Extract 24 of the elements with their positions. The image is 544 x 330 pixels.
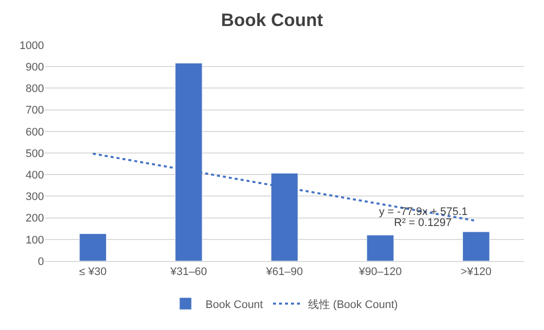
x-tick-label: ¥31–60 [169, 266, 208, 278]
y-tick-label: 400 [26, 169, 44, 182]
y-tick-label: 100 [26, 234, 44, 246]
bar [366, 234, 394, 261]
annotation: R² = 0.1297 [394, 217, 452, 229]
y-tick-label: 700 [26, 104, 44, 117]
x-tick-label: >¥120 [460, 266, 492, 278]
y-tick-label: 900 [26, 61, 44, 74]
chart-title: Book Count [221, 10, 323, 30]
y-tick-label: 0 [38, 256, 44, 268]
y-tick-label: 200 [26, 212, 44, 225]
legend-label: Book Count [206, 298, 263, 311]
bar [462, 232, 490, 261]
annotation: y = -77.9x + 575.1 [379, 206, 468, 218]
x-tick-label: ¥90–120 [358, 266, 402, 278]
bar [79, 234, 107, 261]
y-tick-label: 1000 [20, 40, 44, 52]
x-tick-label: ¥61–90 [265, 266, 303, 278]
legend-label: 线性 (Book Count) [308, 298, 398, 311]
y-tick-label: 300 [26, 191, 44, 204]
y-tick-label: 600 [26, 126, 44, 138]
y-tick-label: 800 [26, 83, 44, 96]
y-tick-label: 500 [26, 148, 44, 160]
x-tick-label: ≤ ¥30 [79, 266, 107, 278]
